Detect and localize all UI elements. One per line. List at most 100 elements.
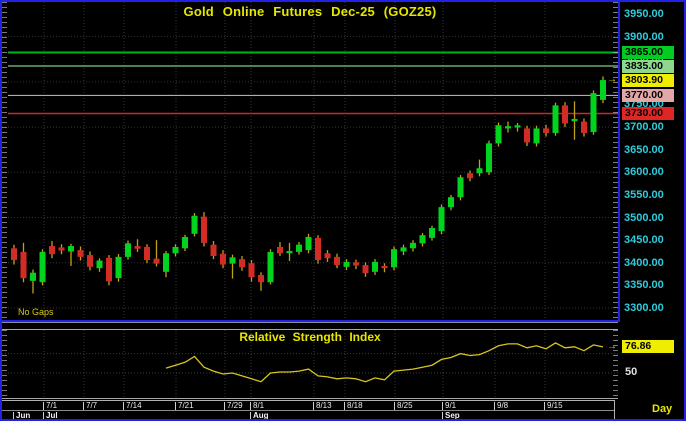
date-tick-label: 9/15	[544, 402, 563, 410]
date-tick-label: 7/1	[43, 402, 57, 410]
price-tick-label: 3700.00	[624, 121, 664, 134]
last-price-arrow-icon: →	[607, 74, 617, 86]
rsi-mid-label: 50	[625, 366, 638, 378]
date-tick-label: 7/29	[224, 402, 243, 410]
candle-body	[248, 263, 255, 278]
candle-body	[457, 177, 464, 198]
candle-body	[77, 250, 84, 257]
candle-body	[134, 246, 141, 249]
candle-body	[96, 260, 103, 269]
month-label: Jun	[13, 412, 30, 419]
price-tick-label: 3550.00	[624, 188, 664, 201]
month-label: Aug	[250, 412, 269, 419]
candle-body	[476, 168, 483, 174]
candle-body	[239, 259, 245, 268]
rsi-panel[interactable]: Relative Strength Index →	[2, 330, 618, 398]
candle-body	[201, 216, 207, 243]
price-ruler-right	[613, 2, 618, 320]
main-chart-panel[interactable]: Gold Online Futures Dec-25 (GOZ25) No Ga…	[2, 2, 618, 320]
rsi-panel-top-border	[2, 329, 618, 330]
candle-body	[39, 251, 46, 283]
candle-body	[49, 246, 55, 255]
month-label: Jul	[43, 412, 58, 419]
candle-body	[343, 261, 350, 267]
candle-body	[286, 251, 293, 254]
price-tick-label: 3400.00	[624, 256, 664, 269]
candle-body	[571, 118, 578, 122]
candle-body	[362, 265, 369, 274]
candle-body	[144, 246, 150, 261]
last-price-badge: 3803.90	[622, 73, 674, 87]
candle-body	[324, 253, 331, 259]
panel-border-bottom	[2, 320, 620, 322]
price-tick-label: 3950.00	[624, 8, 664, 20]
date-axis-line	[2, 400, 614, 401]
candle-body	[277, 246, 283, 254]
rsi-plot	[2, 330, 618, 398]
date-axis-divider	[2, 410, 614, 411]
price-level-badge: 3865.00	[622, 45, 674, 59]
panel-divider	[2, 322, 618, 323]
candle-body	[305, 236, 312, 251]
candle-body	[153, 258, 160, 264]
price-tick-label: 3300.00	[624, 301, 664, 314]
rsi-panel-bottom-border	[2, 398, 618, 399]
candle-body	[106, 257, 112, 282]
candle-body	[505, 126, 511, 129]
chart-title: Gold Online Futures Dec-25 (GOZ25)	[183, 4, 437, 19]
candle-body	[552, 105, 559, 133]
candle-body	[229, 257, 236, 264]
panel-border-right	[618, 2, 620, 322]
candle-body	[11, 248, 17, 261]
rsi-line	[165, 342, 604, 383]
candle-body	[220, 253, 226, 265]
interval-label: Day	[652, 403, 673, 415]
candle-body	[381, 265, 388, 269]
price-level-badge: 3730.00	[622, 107, 674, 120]
candle-body	[524, 128, 530, 143]
candle-body	[533, 128, 540, 144]
candle-body	[391, 249, 397, 268]
candle-body	[182, 236, 188, 249]
candle-body	[419, 235, 426, 244]
candle-body	[581, 121, 587, 133]
price-axis[interactable]: 3950.003900.003850.003800.003750.003700.…	[622, 2, 684, 326]
candle-body	[125, 243, 131, 257]
candle-body	[486, 143, 492, 173]
candle-body	[87, 255, 93, 267]
date-tick-label: 8/25	[394, 402, 413, 410]
candle-body	[400, 247, 407, 252]
date-tick-label: 8/13	[313, 402, 332, 410]
date-tick-label: 9/8	[494, 402, 508, 410]
candle-body	[410, 242, 416, 249]
candle-body	[372, 261, 378, 272]
candle-body	[495, 125, 502, 144]
date-tick-label: 7/7	[83, 402, 97, 410]
candle-body	[58, 247, 65, 251]
price-level-badge: 3770.00	[622, 88, 674, 102]
price-tick-label: 3900.00	[624, 30, 664, 43]
price-tick-label: 3650.00	[624, 143, 664, 156]
price-tick-label: 3450.00	[624, 234, 664, 247]
candle-body	[258, 274, 264, 283]
date-tick-label: 7/14	[123, 402, 142, 410]
date-axis[interactable]: 7/1 7/7 7/14 7/21 7/29 8/1 8/13 8/18 8/25 9/1 9/8 9…	[2, 400, 620, 419]
candle-body	[590, 93, 597, 133]
candle-body	[315, 237, 321, 261]
candle-body	[600, 80, 606, 100]
candle-body	[163, 253, 169, 272]
month-label: Sep	[442, 412, 460, 419]
candle-body	[334, 256, 340, 266]
price-tick-label: 3500.00	[624, 211, 664, 224]
price-ruler-left	[2, 2, 7, 320]
candle-body	[438, 207, 445, 232]
candle-body	[514, 125, 521, 128]
no-gaps-label: No Gaps	[18, 307, 54, 317]
candle-body	[20, 251, 27, 279]
rsi-axis[interactable]: 76.86 50	[622, 330, 684, 398]
date-axis-right-edge	[614, 400, 615, 419]
date-tick-label: 9/1	[442, 402, 456, 410]
candle-body	[543, 128, 549, 133]
rsi-ruler-right	[613, 330, 618, 398]
